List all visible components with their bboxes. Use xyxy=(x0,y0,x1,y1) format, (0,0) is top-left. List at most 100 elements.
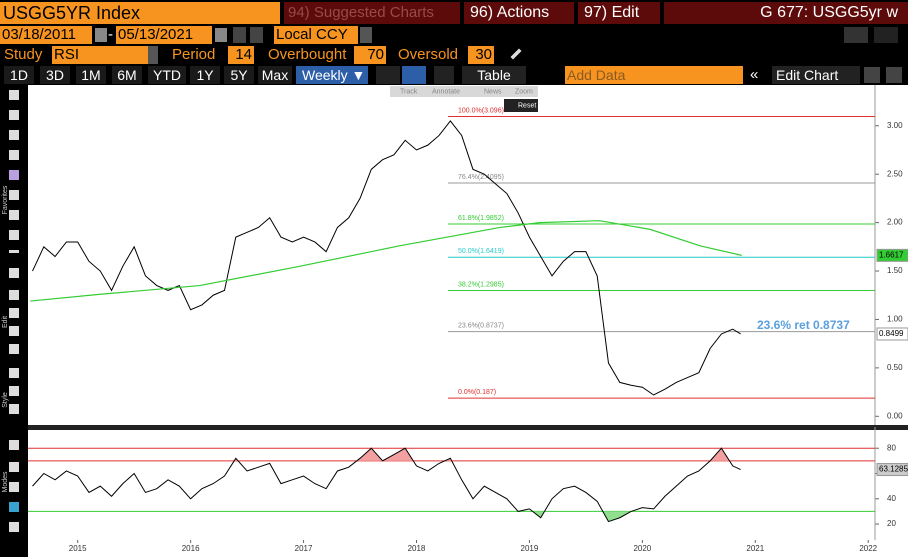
chart-type-button[interactable] xyxy=(376,66,400,84)
oversold-label: Oversold xyxy=(398,46,459,63)
collapse-icon[interactable]: « xyxy=(750,66,759,83)
tool[interactable]: Annotate xyxy=(432,88,460,95)
value-tag-label: 0.8499 xyxy=(879,329,904,338)
icon[interactable] xyxy=(9,404,19,414)
toolbar-icons xyxy=(9,90,19,532)
add-data-field[interactable]: Add Data xyxy=(565,66,743,84)
table-button[interactable]: Table xyxy=(462,66,526,84)
reset-button[interactable] xyxy=(504,99,538,112)
icon[interactable] xyxy=(9,110,19,120)
fib-label: 76.4%(2.4095) xyxy=(458,174,504,181)
icon[interactable] xyxy=(9,344,19,354)
value-tag-label: 63.1285 xyxy=(879,465,908,474)
y-tick-label: 40 xyxy=(887,494,896,503)
y-tick-label: 1.00 xyxy=(887,315,903,324)
period-button[interactable]: 3D xyxy=(40,66,70,84)
icon[interactable] xyxy=(9,90,19,100)
settings-icon[interactable] xyxy=(864,67,880,83)
prev-button[interactable] xyxy=(233,27,246,43)
side-label: Style xyxy=(2,392,9,408)
icon[interactable] xyxy=(9,462,19,472)
y-tick-label: 3.00 xyxy=(887,121,903,130)
fib-label: 50.0%(1.6419) xyxy=(458,248,504,255)
annotation: 23.6% ret 0.8737 xyxy=(757,318,850,332)
y-tick-label: 1.50 xyxy=(887,266,903,275)
icon[interactable] xyxy=(9,482,19,492)
icon[interactable] xyxy=(9,170,19,180)
tool-bar xyxy=(390,86,538,97)
icon[interactable] xyxy=(9,290,19,300)
dropdown[interactable] xyxy=(434,66,454,84)
end-date[interactable]: 05/13/2021 xyxy=(116,26,212,44)
frequency-button[interactable]: Weekly ▼ xyxy=(296,66,368,84)
icon[interactable] xyxy=(9,210,19,220)
overbought-field[interactable]: 70 xyxy=(354,46,386,64)
undo-button[interactable] xyxy=(844,27,868,43)
x-tick-label: 2016 xyxy=(182,544,200,553)
currency-field[interactable]: Local CCY xyxy=(274,26,358,44)
oversold-field[interactable]: 30 xyxy=(468,46,494,64)
dropdown[interactable] xyxy=(360,27,372,43)
side-label: Favorites xyxy=(2,185,9,214)
icon[interactable] xyxy=(9,440,19,450)
label: 96) Actions xyxy=(470,4,550,21)
edit-menu[interactable]: 97) Edit xyxy=(578,2,660,24)
maximize-icon[interactable] xyxy=(886,67,902,83)
start-date[interactable]: 03/18/2011 xyxy=(0,26,92,44)
period-button[interactable]: 1Y xyxy=(190,66,220,84)
period-field[interactable]: 14 xyxy=(228,46,254,64)
study-field[interactable]: RSI xyxy=(52,46,148,64)
icon[interactable] xyxy=(9,230,19,240)
period-button[interactable]: YTD xyxy=(148,66,186,84)
security-field[interactable]: USGG5YR Index xyxy=(0,2,280,24)
calendar-icon[interactable] xyxy=(95,28,107,42)
calendar-icon[interactable] xyxy=(215,28,227,42)
icon[interactable] xyxy=(9,308,19,318)
tool[interactable]: News xyxy=(484,88,502,95)
icon[interactable] xyxy=(9,150,19,160)
icon[interactable] xyxy=(9,250,19,253)
icon[interactable] xyxy=(9,268,19,278)
period-button[interactable]: 6M xyxy=(112,66,142,84)
study-label: Study xyxy=(4,46,43,63)
period-button[interactable]: 1M xyxy=(76,66,106,84)
value-tag xyxy=(876,248,908,262)
actions-menu[interactable]: 96) Actions xyxy=(464,2,574,24)
next-button[interactable] xyxy=(250,27,263,43)
x-tick-label: 2020 xyxy=(633,544,651,553)
value-tag xyxy=(876,463,908,477)
icon[interactable] xyxy=(9,502,19,512)
y-tick-label: 0.50 xyxy=(887,363,903,372)
y-tick-label: 2.50 xyxy=(887,169,903,178)
icon[interactable] xyxy=(9,326,19,336)
fib-label: 0.0%(0.187) xyxy=(458,389,496,396)
fib-label: 38.2%(1.2985) xyxy=(458,281,504,288)
period-button[interactable]: 1D xyxy=(4,66,34,84)
icon[interactable] xyxy=(9,386,19,396)
toggle-button[interactable] xyxy=(402,66,426,84)
x-tick-label: 2018 xyxy=(408,544,426,553)
icon[interactable] xyxy=(9,368,19,378)
icon[interactable] xyxy=(9,190,19,200)
period-button[interactable]: 5Y xyxy=(224,66,254,84)
tool[interactable]: Zoom xyxy=(515,88,533,95)
icon[interactable] xyxy=(9,130,19,140)
side-label: Edit xyxy=(2,316,9,328)
period-label: Period xyxy=(172,46,216,63)
y-tick-label: 2.00 xyxy=(887,218,903,227)
page-id: G 677: USGG5yr w xyxy=(664,2,908,24)
tool[interactable]: Reset xyxy=(518,102,536,109)
series-line xyxy=(30,220,742,302)
oversold-area xyxy=(532,511,632,522)
period-button[interactable]: Max xyxy=(258,66,292,84)
icon[interactable] xyxy=(9,522,19,532)
dropdown[interactable] xyxy=(148,46,158,64)
redo-button[interactable] xyxy=(874,27,898,43)
side-labels: Favorites Edit Style Modes xyxy=(2,185,9,492)
edit-chart-button[interactable]: Edit Chart xyxy=(772,66,860,84)
x-tick-label: 2019 xyxy=(521,544,539,553)
tool[interactable]: Track xyxy=(400,88,418,95)
suggested-charts[interactable]: 94) Suggested Charts xyxy=(284,2,460,24)
series-line xyxy=(32,120,741,396)
